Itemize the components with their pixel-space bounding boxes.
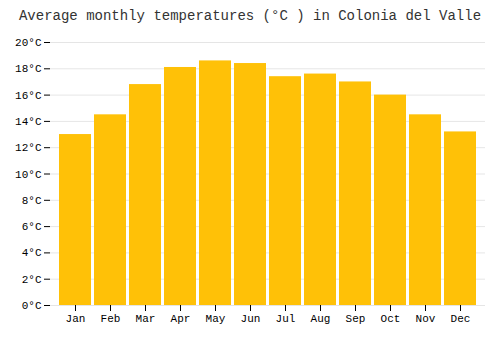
svg-text:Dec: Dec bbox=[451, 313, 471, 325]
svg-text:Aug: Aug bbox=[311, 313, 331, 325]
svg-text:Apr: Apr bbox=[171, 313, 191, 325]
svg-text:Nov: Nov bbox=[416, 313, 436, 325]
svg-text:6°C: 6°C bbox=[22, 221, 42, 233]
svg-text:Jun: Jun bbox=[241, 313, 261, 325]
svg-text:20°C: 20°C bbox=[15, 37, 42, 49]
svg-text:4°C: 4°C bbox=[22, 247, 42, 259]
svg-text:8°C: 8°C bbox=[22, 195, 42, 207]
svg-text:Sep: Sep bbox=[346, 313, 366, 325]
svg-text:Jul: Jul bbox=[276, 313, 296, 325]
svg-text:10°C: 10°C bbox=[15, 169, 42, 181]
svg-text:Jan: Jan bbox=[66, 313, 86, 325]
svg-text:12°C: 12°C bbox=[15, 142, 42, 154]
svg-text:18°C: 18°C bbox=[15, 63, 42, 75]
svg-text:Feb: Feb bbox=[101, 313, 121, 325]
svg-text:16°C: 16°C bbox=[15, 90, 42, 102]
svg-text:2°C: 2°C bbox=[22, 274, 42, 286]
svg-text:Oct: Oct bbox=[381, 313, 401, 325]
html-text:Average monthly temperatures (: Average monthly temperatures (°C ) in Co… bbox=[19, 8, 481, 24]
svg-text:Mar: Mar bbox=[136, 313, 156, 325]
svg-text:0°C: 0°C bbox=[22, 300, 42, 312]
svg-text:14°C: 14°C bbox=[15, 116, 42, 128]
svg-text:May: May bbox=[206, 313, 226, 325]
